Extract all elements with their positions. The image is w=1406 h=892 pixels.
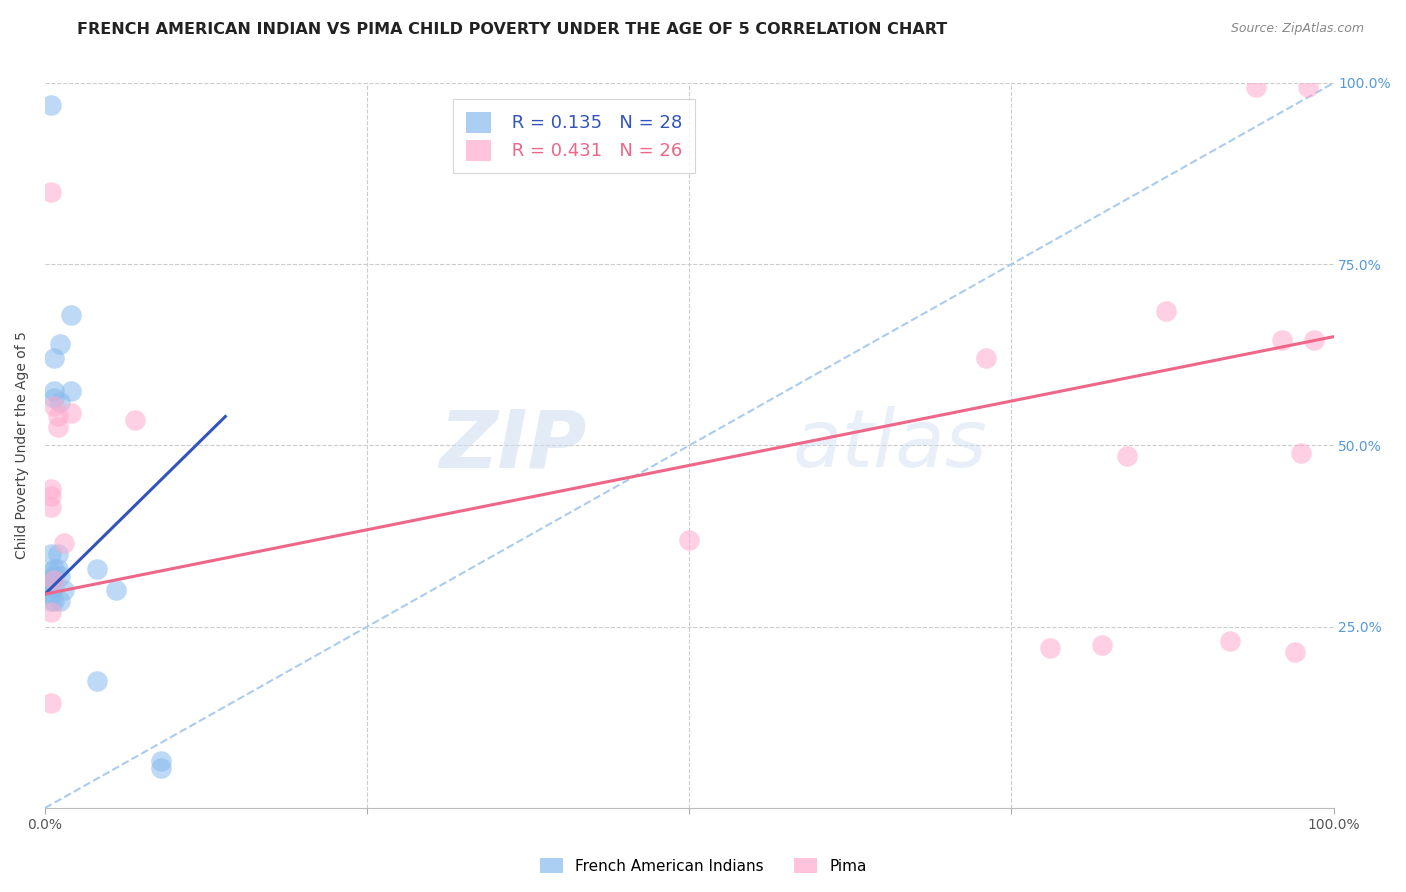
Point xyxy=(41,500,63,514)
Point xyxy=(41,573,63,587)
Y-axis label: Child Poverty Under the Age of 5: Child Poverty Under the Age of 5 xyxy=(15,332,30,559)
Point xyxy=(41,482,63,496)
Point xyxy=(49,337,72,351)
Point xyxy=(41,185,63,199)
Point xyxy=(1296,79,1319,94)
Point xyxy=(41,489,63,503)
Point xyxy=(42,569,65,583)
Point xyxy=(41,97,63,112)
Point xyxy=(42,562,65,576)
Point xyxy=(53,536,76,550)
Point xyxy=(1219,634,1241,648)
Point xyxy=(1154,304,1177,318)
Point xyxy=(86,562,108,576)
Text: ZIP: ZIP xyxy=(439,407,586,484)
Legend: French American Indians, Pima: French American Indians, Pima xyxy=(533,852,873,880)
Point xyxy=(42,580,65,594)
Point xyxy=(1116,450,1139,464)
Point xyxy=(41,594,63,608)
Point xyxy=(104,583,127,598)
Point xyxy=(42,384,65,398)
Point xyxy=(41,566,63,580)
Text: Source: ZipAtlas.com: Source: ZipAtlas.com xyxy=(1230,22,1364,36)
Point xyxy=(42,573,65,587)
Point xyxy=(149,754,172,768)
Point xyxy=(41,696,63,710)
Point xyxy=(42,399,65,413)
Point xyxy=(46,547,69,561)
Point xyxy=(42,392,65,406)
Point xyxy=(46,562,69,576)
Point xyxy=(59,406,82,420)
Point xyxy=(1303,334,1326,348)
Point xyxy=(42,351,65,366)
Point xyxy=(41,547,63,561)
Point xyxy=(49,594,72,608)
Point xyxy=(1244,79,1267,94)
Point xyxy=(41,587,63,601)
Point xyxy=(86,674,108,689)
Point xyxy=(49,569,72,583)
Point xyxy=(1271,334,1294,348)
Point xyxy=(41,580,63,594)
Point xyxy=(46,420,69,434)
Point xyxy=(974,351,997,366)
Point xyxy=(49,395,72,409)
Point xyxy=(1284,645,1306,659)
Point xyxy=(46,409,69,424)
Point xyxy=(678,533,700,547)
Point xyxy=(53,583,76,598)
Point xyxy=(1291,446,1313,460)
Point xyxy=(59,308,82,322)
Text: FRENCH AMERICAN INDIAN VS PIMA CHILD POVERTY UNDER THE AGE OF 5 CORRELATION CHAR: FRENCH AMERICAN INDIAN VS PIMA CHILD POV… xyxy=(77,22,948,37)
Legend:  R = 0.135   N = 28,  R = 0.431   N = 26: R = 0.135 N = 28, R = 0.431 N = 26 xyxy=(454,99,695,173)
Point xyxy=(124,413,146,427)
Point xyxy=(41,605,63,619)
Point xyxy=(149,761,172,775)
Point xyxy=(42,594,65,608)
Point xyxy=(1090,638,1112,652)
Point xyxy=(1039,641,1062,656)
Text: atlas: atlas xyxy=(793,407,987,484)
Point xyxy=(59,384,82,398)
